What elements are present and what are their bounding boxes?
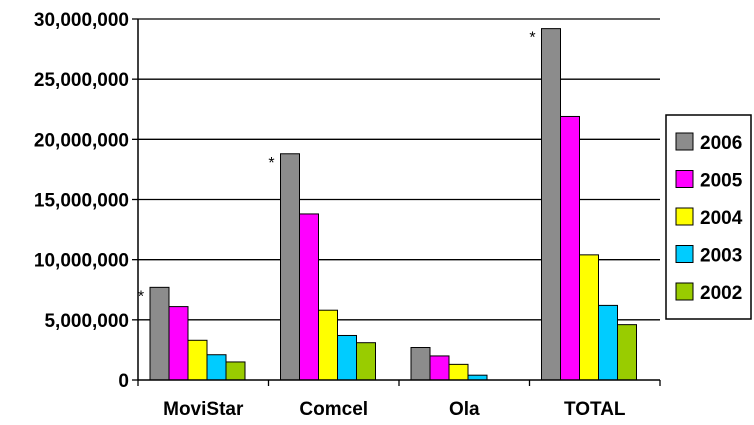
asterisk-annotation: *	[138, 288, 144, 305]
x-category-label: Comcel	[299, 399, 368, 420]
x-axis-labels: MoviStar Comcel Ola TOTAL	[163, 399, 626, 420]
x-category-label: TOTAL	[564, 399, 626, 420]
y-tick-label: 25,000,000	[34, 70, 129, 91]
asterisk-annotation: *	[268, 155, 274, 172]
x-category-label: Ola	[449, 399, 480, 420]
bar-2003-Comcel	[337, 334, 357, 381]
y-tick-label: 5,000,000	[44, 311, 129, 332]
legend-swatch-2005	[675, 170, 694, 188]
bars	[149, 28, 637, 381]
y-tick-label: 30,000,000	[34, 10, 129, 31]
bar-2004-Comcel	[318, 309, 338, 381]
bar-2002-Comcel	[356, 342, 376, 381]
asterisk-annotation: *	[529, 30, 535, 47]
legend-label: 2005	[700, 171, 743, 192]
y-axis-ticks: 0 5,000,000 10,000,000 15,000,000 20,000,000…	[34, 10, 138, 392]
legend-label: 2004	[700, 208, 743, 229]
bar-2005-MoviStar	[168, 306, 189, 381]
legend-swatch-2003	[675, 245, 694, 263]
bar-2002-MoviStar	[225, 361, 246, 381]
legend-label: 2003	[700, 246, 742, 267]
legend-swatch-2006	[675, 132, 694, 151]
x-category-label: MoviStar	[163, 399, 244, 420]
legend-swatch-2004	[675, 207, 694, 226]
bar-2005-Ola	[429, 355, 450, 381]
bar-2006-Ola	[410, 347, 431, 381]
bar-2005-TOTAL	[560, 115, 580, 381]
y-tick-label: 10,000,000	[34, 251, 129, 272]
bar-2004-MoviStar	[187, 339, 208, 381]
bar-2006-Comcel	[280, 153, 300, 381]
legend-label: 2002	[700, 283, 742, 304]
y-tick-label: 20,000,000	[34, 130, 129, 151]
bar-2003-MoviStar	[206, 354, 227, 381]
bar-2006-TOTAL	[541, 28, 561, 381]
axes	[137, 19, 661, 386]
bar-2004-TOTAL	[579, 254, 599, 381]
bar-2002-TOTAL	[617, 324, 637, 381]
legend: 2006 2005 2004 2003 2002	[665, 114, 752, 320]
bar-2004-Ola	[448, 363, 469, 381]
bar-2005-Comcel	[299, 213, 319, 381]
bar-2003-TOTAL	[598, 304, 618, 381]
legend-label: 2006	[700, 133, 742, 154]
bar-2006-MoviStar	[149, 286, 170, 381]
y-tick-label: 0	[118, 371, 129, 392]
annotations: * * *	[138, 30, 536, 306]
y-tick-label: 15,000,000	[34, 191, 129, 212]
legend-swatch-2002	[675, 282, 694, 301]
